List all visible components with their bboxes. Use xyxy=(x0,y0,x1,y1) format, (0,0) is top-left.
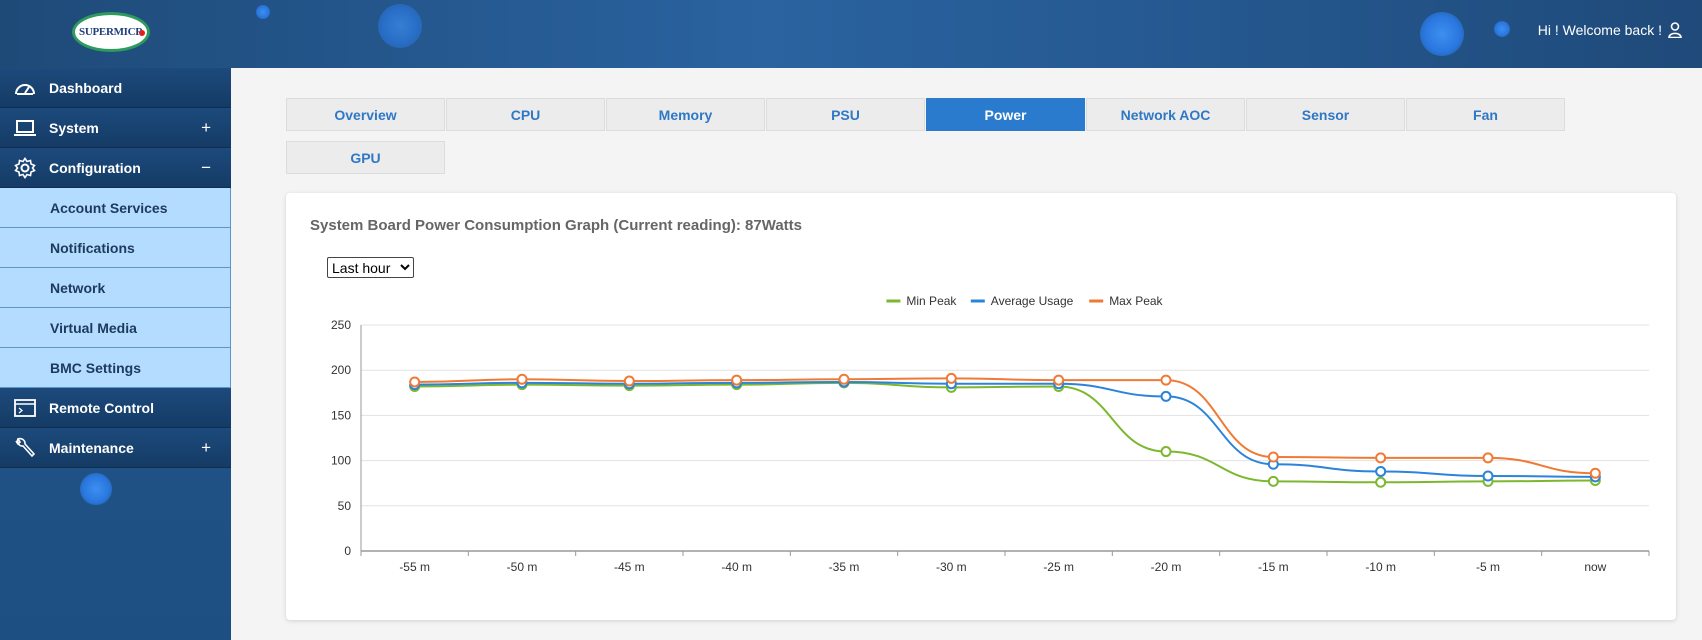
top-header: SUPERMICR Hi ! Welcome back ! xyxy=(0,0,1702,68)
user-icon xyxy=(1668,22,1682,38)
data-point xyxy=(1375,465,1387,477)
x-tick-label: -35 m xyxy=(829,560,860,574)
x-tick-label: -15 m xyxy=(1258,560,1289,574)
x-tick-label: -30 m xyxy=(936,560,967,574)
x-tick-label: -25 m xyxy=(1043,560,1074,574)
expand-icon[interactable]: + xyxy=(201,438,211,457)
sidebar-item-configuration[interactable]: Configuration − xyxy=(0,148,231,188)
data-point xyxy=(1053,374,1065,386)
x-tick-label: -5 m xyxy=(1476,560,1500,574)
logo-dot xyxy=(139,30,145,36)
data-point xyxy=(1267,475,1279,487)
x-tick-label: now xyxy=(1584,560,1606,574)
sidebar-subitem-notifications[interactable]: Notifications xyxy=(0,228,231,268)
x-tick-label: -40 m xyxy=(721,560,752,574)
console-icon xyxy=(0,398,49,417)
logo-text: SUPERMICR xyxy=(79,26,143,38)
data-point xyxy=(838,373,850,385)
wrench-icon xyxy=(0,437,49,459)
legend-label: Average Usage xyxy=(991,294,1074,308)
sidebar-subitem-bmc-settings[interactable]: BMC Settings xyxy=(0,348,231,388)
data-point xyxy=(516,373,528,385)
sidebar-item-system[interactable]: System + xyxy=(0,108,231,148)
sidebar-item-label: Dashboard xyxy=(49,79,123,96)
laptop-icon xyxy=(0,119,49,137)
data-point xyxy=(409,376,421,388)
data-point xyxy=(731,374,743,386)
card-title: System Board Power Consumption Graph (Cu… xyxy=(310,217,803,234)
y-tick-label: 150 xyxy=(331,408,351,422)
tab-memory[interactable]: Memory xyxy=(606,98,765,131)
sidebar-item-label: Maintenance xyxy=(49,439,134,456)
data-point xyxy=(623,375,635,387)
data-point xyxy=(1160,374,1172,386)
x-tick-label: -20 m xyxy=(1151,560,1182,574)
data-point xyxy=(1375,452,1387,464)
tab-psu[interactable]: PSU xyxy=(766,98,925,131)
tab-cpu[interactable]: CPU xyxy=(446,98,605,131)
sidebar-item-dashboard[interactable]: Dashboard xyxy=(0,68,231,108)
y-tick-label: 250 xyxy=(331,318,351,332)
data-point xyxy=(945,372,957,384)
data-point xyxy=(1375,476,1387,488)
sidebar-item-remote-control[interactable]: Remote Control xyxy=(0,388,231,428)
decorative-bubble xyxy=(1494,21,1510,37)
y-tick-label: 100 xyxy=(331,454,351,468)
dashboard-icon xyxy=(0,79,49,97)
x-tick-label: -10 m xyxy=(1365,560,1396,574)
gear-icon xyxy=(0,156,49,179)
sidebar-item-label: Remote Control xyxy=(49,399,154,416)
data-point xyxy=(1482,452,1494,464)
tab-network-aoc[interactable]: Network AOC xyxy=(1086,98,1245,131)
sidebar-subitem-account-services[interactable]: Account Services xyxy=(0,188,231,228)
data-point xyxy=(1482,470,1494,482)
data-point xyxy=(1160,446,1172,458)
time-range-select[interactable]: Last hour xyxy=(327,257,414,278)
series-line xyxy=(414,380,1596,478)
series-line xyxy=(414,381,1596,484)
legend-label: Max Peak xyxy=(1109,294,1163,308)
legend-label: Min Peak xyxy=(906,294,957,308)
tab-overview[interactable]: Overview xyxy=(286,98,445,131)
data-point xyxy=(1267,451,1279,463)
x-tick-label: -50 m xyxy=(507,560,538,574)
sidebar-item-label: Configuration xyxy=(49,159,141,176)
decorative-bubble xyxy=(378,4,422,48)
tab-power[interactable]: Power xyxy=(926,98,1085,131)
power-chart: 0 50 100 150 200 250 -55 m -50 m -45 m -40 m -35 m… xyxy=(331,294,1650,574)
expand-icon[interactable]: + xyxy=(201,118,211,137)
y-tick-label: 50 xyxy=(338,499,352,513)
y-tick-label: 200 xyxy=(331,363,351,377)
collapse-icon[interactable]: − xyxy=(201,158,211,177)
sidebar-subitem-virtual-media[interactable]: Virtual Media xyxy=(0,308,231,348)
sidebar-item-label: System xyxy=(49,119,99,136)
series-line xyxy=(414,377,1596,475)
sidebar-item-maintenance[interactable]: Maintenance + xyxy=(0,428,231,468)
x-tick-label: -45 m xyxy=(614,560,645,574)
y-tick-label: 0 xyxy=(344,544,351,558)
x-tick-label: -55 m xyxy=(399,560,430,574)
power-graph-card: System Board Power Consumption Graph (Cu… xyxy=(286,193,1676,620)
decorative-bubble xyxy=(1420,12,1464,56)
data-point xyxy=(1589,467,1601,479)
decorative-bubble xyxy=(256,5,270,19)
welcome-text: Hi ! Welcome back ! xyxy=(1537,22,1662,38)
decorative-bubble xyxy=(80,473,112,505)
sidebar-subitem-network[interactable]: Network xyxy=(0,268,231,308)
tab-gpu[interactable]: GPU xyxy=(286,141,445,174)
sidebar: Dashboard System + Configuration − Accou… xyxy=(0,68,231,640)
data-point xyxy=(1160,390,1172,402)
welcome-area[interactable]: Hi ! Welcome back ! xyxy=(1538,22,1682,38)
supermicro-logo[interactable]: SUPERMICR xyxy=(72,12,150,52)
tab-fan[interactable]: Fan xyxy=(1406,98,1565,131)
tab-sensor[interactable]: Sensor xyxy=(1246,98,1405,131)
